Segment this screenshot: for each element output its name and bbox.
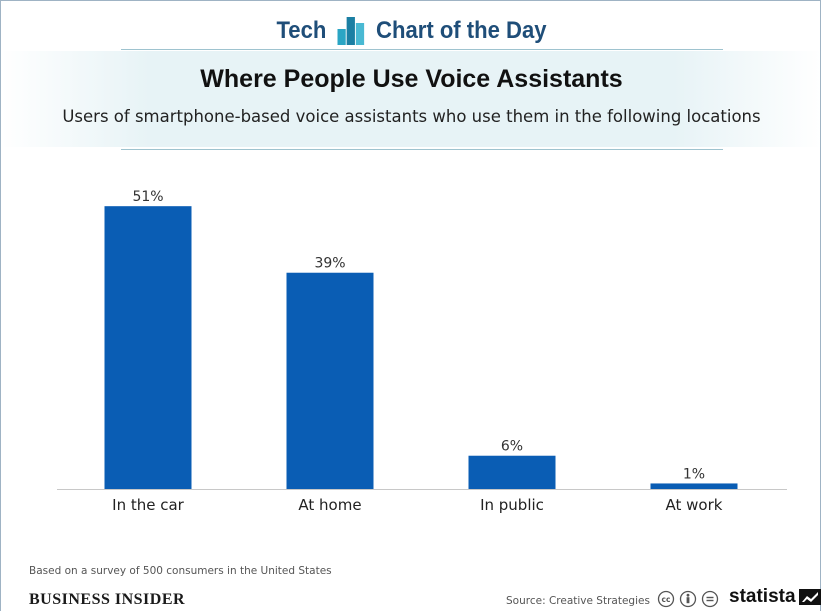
- statista-logo: statista: [729, 586, 821, 608]
- bar-in-the-car: [104, 206, 192, 489]
- nd-icon: [701, 590, 719, 608]
- bar-at-work: [650, 483, 738, 489]
- bar-at-home: [286, 272, 374, 489]
- statista-mark-icon: [798, 589, 821, 605]
- bar-in-public: [468, 455, 556, 489]
- header-bottom-rule: [121, 149, 723, 150]
- category-tick-label: At home: [298, 496, 361, 514]
- data-label: 51%: [132, 189, 163, 205]
- source-label: Source: Creative Strategies: [506, 595, 650, 607]
- data-label: 39%: [314, 256, 345, 272]
- header-top-rule: [121, 49, 723, 50]
- category-tick-label: At work: [666, 496, 723, 514]
- bar-chart-logo-icon: [337, 17, 365, 45]
- cc-icon: cc: [657, 590, 675, 608]
- svg-text:cc: cc: [662, 595, 671, 604]
- category-tick-label: In the car: [112, 496, 185, 514]
- data-label: 1%: [683, 466, 705, 482]
- license-icons: cc: [657, 590, 719, 608]
- bar-chart: 51% In the car 39% At home 6% In public 1% At w…: [57, 189, 787, 514]
- business-insider-logo: BUSINESS INSIDER: [29, 591, 186, 608]
- by-icon: [679, 590, 697, 608]
- header-band: [1, 51, 821, 147]
- statista-wordmark: statista: [729, 586, 796, 607]
- chart-title: Where People Use Voice Assistants: [200, 65, 623, 93]
- brand-chart-of-the-day-label: Chart of the Day: [376, 17, 547, 44]
- brand-header: Tech Chart of the Day: [34, 13, 789, 49]
- data-label: 6%: [501, 439, 523, 455]
- survey-note: Based on a survey of 500 consumers in th…: [29, 565, 332, 577]
- chart-subtitle: Users of smartphone-based voice assistan…: [62, 107, 761, 126]
- brand-tech-label: Tech: [276, 17, 327, 44]
- category-tick-label: In public: [480, 496, 544, 514]
